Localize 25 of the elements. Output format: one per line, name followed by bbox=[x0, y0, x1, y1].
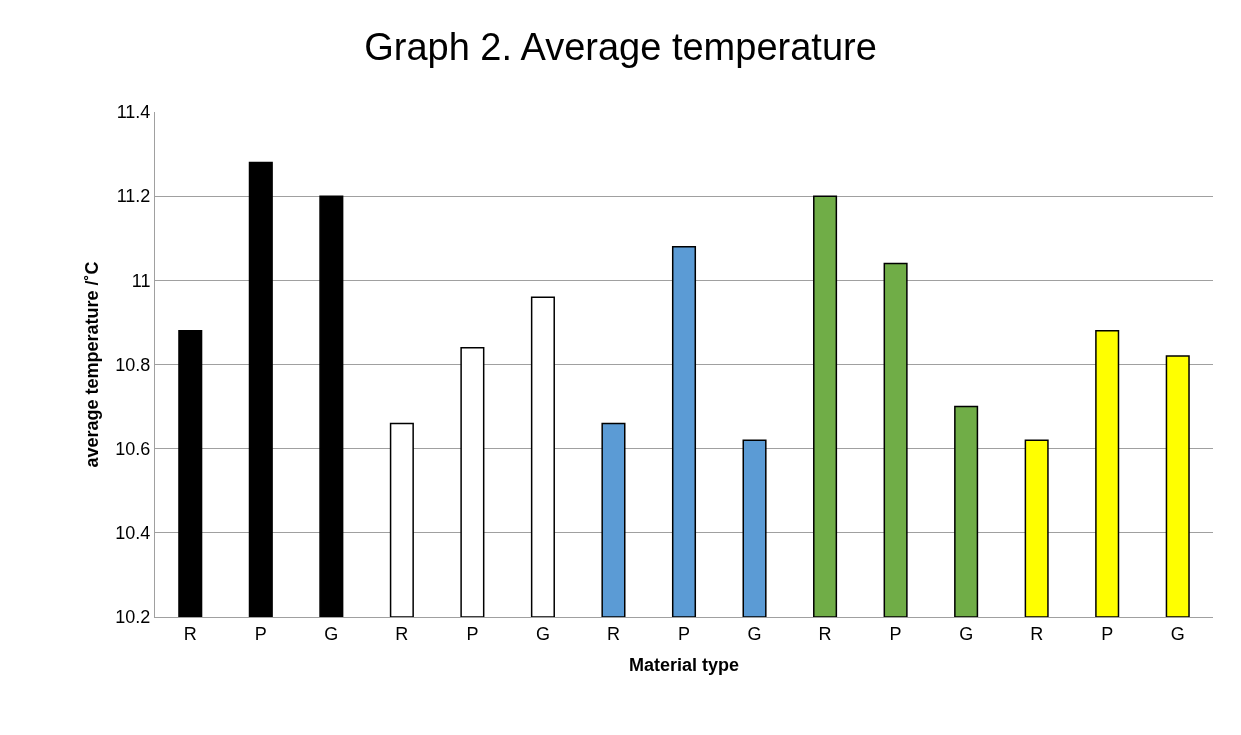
x-tick-label: G bbox=[959, 623, 974, 644]
y-tick-label: 10.4 bbox=[115, 523, 151, 544]
x-tick-label: P bbox=[677, 623, 691, 644]
chart-title: Graph 2. Average temperature bbox=[364, 25, 877, 68]
y-tick-label: 10.8 bbox=[115, 354, 151, 375]
y-tick-label: 11.2 bbox=[116, 186, 151, 207]
y-tick-label: 11.4 bbox=[116, 102, 151, 123]
x-tick-label: R bbox=[606, 623, 620, 644]
x-tick-label: R bbox=[818, 623, 832, 644]
x-tick-label: G bbox=[535, 623, 550, 644]
x-tick-label: R bbox=[395, 623, 409, 644]
x-axis-title: Material type bbox=[628, 654, 740, 675]
y-tick-label: 10.6 bbox=[115, 438, 151, 459]
x-tick-label: R bbox=[1030, 623, 1044, 644]
y-tick-label: 10.2 bbox=[115, 607, 151, 628]
x-tick-label: P bbox=[466, 623, 479, 644]
x-tick-label: P bbox=[889, 623, 902, 644]
x-tick-label: G bbox=[324, 623, 339, 644]
x-tick-label: P bbox=[254, 623, 267, 644]
y-tick-label: 11 bbox=[131, 270, 151, 291]
x-tick-label: G bbox=[747, 623, 762, 644]
x-tick-label: P bbox=[1101, 623, 1114, 644]
y-axis-title: average temperature /˚C bbox=[81, 261, 102, 468]
x-tick-label: G bbox=[1170, 623, 1185, 644]
x-tick-label: R bbox=[183, 623, 197, 644]
